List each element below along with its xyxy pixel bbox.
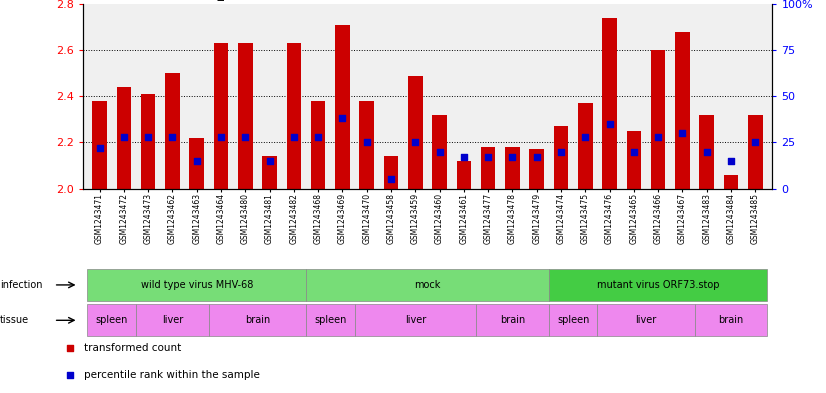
Bar: [359, 101, 374, 189]
Point: [215, 134, 228, 140]
Bar: [432, 115, 447, 189]
Point: [239, 134, 252, 140]
Bar: [238, 43, 253, 189]
Bar: [408, 75, 423, 189]
Point: [166, 134, 179, 140]
Point: [263, 158, 276, 164]
FancyBboxPatch shape: [306, 269, 549, 301]
Text: liver: liver: [635, 315, 657, 325]
Point: [287, 134, 301, 140]
Point: [141, 134, 154, 140]
Bar: [287, 43, 301, 189]
Text: tissue: tissue: [0, 315, 29, 325]
Point: [506, 154, 519, 160]
Text: spleen: spleen: [314, 315, 346, 325]
Point: [117, 134, 131, 140]
Text: liver: liver: [162, 315, 183, 325]
Bar: [214, 43, 228, 189]
Point: [603, 121, 616, 127]
Point: [360, 139, 373, 145]
Bar: [506, 147, 520, 189]
Bar: [675, 31, 690, 189]
Bar: [311, 101, 325, 189]
Point: [652, 134, 665, 140]
Point: [93, 145, 107, 151]
Bar: [651, 50, 666, 189]
Text: percentile rank within the sample: percentile rank within the sample: [83, 370, 259, 380]
Bar: [748, 115, 762, 189]
Text: transformed count: transformed count: [83, 343, 181, 353]
Point: [530, 154, 544, 160]
Bar: [141, 94, 155, 189]
Bar: [335, 25, 349, 189]
Point: [311, 134, 325, 140]
Text: brain: brain: [244, 315, 270, 325]
Point: [627, 149, 640, 155]
FancyBboxPatch shape: [354, 304, 476, 336]
Bar: [724, 175, 738, 189]
Point: [554, 149, 567, 155]
Point: [433, 149, 446, 155]
Text: spleen: spleen: [96, 315, 128, 325]
Bar: [553, 126, 568, 189]
Bar: [116, 87, 131, 189]
Point: [409, 139, 422, 145]
Text: mock: mock: [415, 280, 440, 290]
Point: [458, 154, 471, 160]
Point: [700, 149, 714, 155]
FancyBboxPatch shape: [549, 304, 597, 336]
FancyBboxPatch shape: [549, 269, 767, 301]
Bar: [189, 138, 204, 189]
Point: [63, 372, 76, 378]
Text: brain: brain: [719, 315, 743, 325]
Text: infection: infection: [0, 280, 42, 290]
Point: [724, 158, 738, 164]
Point: [63, 345, 76, 351]
FancyBboxPatch shape: [209, 304, 306, 336]
FancyBboxPatch shape: [136, 304, 209, 336]
Text: brain: brain: [500, 315, 525, 325]
FancyBboxPatch shape: [597, 304, 695, 336]
Bar: [481, 147, 496, 189]
FancyBboxPatch shape: [306, 304, 354, 336]
Bar: [263, 156, 277, 189]
Bar: [457, 161, 471, 189]
Bar: [627, 131, 641, 189]
Text: liver: liver: [405, 315, 426, 325]
Bar: [93, 101, 107, 189]
Bar: [700, 115, 714, 189]
Point: [190, 158, 203, 164]
Point: [748, 139, 762, 145]
Point: [482, 154, 495, 160]
Bar: [602, 18, 617, 189]
Point: [676, 130, 689, 136]
Bar: [384, 156, 398, 189]
FancyBboxPatch shape: [88, 269, 306, 301]
Bar: [529, 149, 544, 189]
FancyBboxPatch shape: [88, 304, 136, 336]
FancyBboxPatch shape: [476, 304, 549, 336]
Point: [579, 134, 592, 140]
Point: [384, 176, 397, 182]
Text: mutant virus ORF73.stop: mutant virus ORF73.stop: [597, 280, 719, 290]
Bar: [165, 73, 180, 189]
Text: wild type virus MHV-68: wild type virus MHV-68: [140, 280, 253, 290]
FancyBboxPatch shape: [695, 304, 767, 336]
Bar: [578, 103, 592, 189]
Point: [336, 115, 349, 121]
Text: spleen: spleen: [557, 315, 590, 325]
